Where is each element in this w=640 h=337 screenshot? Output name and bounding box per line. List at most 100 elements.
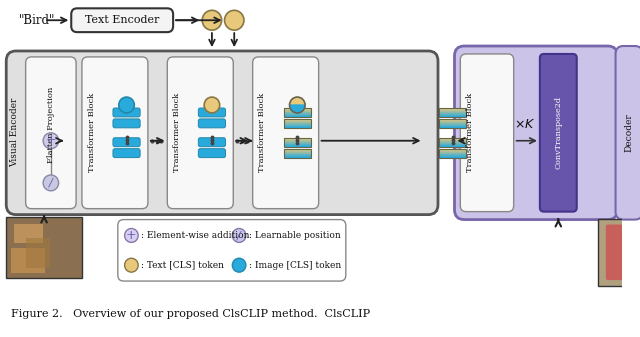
Bar: [284, 146, 311, 147]
Bar: [11, 248, 45, 273]
Bar: [284, 119, 311, 128]
Circle shape: [225, 10, 244, 30]
Bar: [439, 121, 466, 122]
Bar: [284, 140, 311, 141]
FancyBboxPatch shape: [460, 54, 514, 212]
Bar: [284, 124, 311, 125]
FancyBboxPatch shape: [118, 220, 346, 281]
Bar: [284, 109, 311, 110]
Bar: [439, 119, 466, 128]
Bar: [284, 127, 311, 128]
FancyBboxPatch shape: [198, 138, 225, 147]
Bar: [284, 143, 311, 144]
Bar: [439, 144, 466, 145]
Bar: [284, 114, 311, 115]
Bar: [284, 122, 311, 123]
Circle shape: [232, 258, 246, 272]
Bar: [439, 149, 466, 150]
Bar: [284, 150, 311, 151]
Bar: [284, 149, 311, 158]
FancyBboxPatch shape: [113, 149, 140, 158]
Bar: [439, 116, 466, 117]
Text: ConvTranspose2d: ConvTranspose2d: [554, 96, 563, 169]
FancyBboxPatch shape: [26, 57, 76, 209]
Text: Visual Encoder: Visual Encoder: [10, 98, 19, 167]
FancyBboxPatch shape: [6, 51, 438, 215]
FancyBboxPatch shape: [113, 119, 140, 128]
Bar: [284, 144, 311, 145]
Bar: [439, 123, 466, 124]
Text: Transformer Block: Transformer Block: [173, 93, 181, 173]
FancyBboxPatch shape: [113, 108, 140, 117]
Text: +: +: [126, 229, 137, 242]
Bar: [6, 217, 82, 278]
Bar: [284, 156, 311, 157]
Bar: [439, 125, 466, 126]
FancyBboxPatch shape: [198, 119, 225, 128]
Bar: [439, 151, 466, 152]
Bar: [284, 112, 311, 113]
Bar: [284, 138, 311, 139]
Polygon shape: [289, 105, 305, 113]
Text: : Image [CLS] token: : Image [CLS] token: [249, 261, 341, 270]
Bar: [439, 149, 466, 158]
Bar: [439, 113, 466, 114]
Bar: [284, 142, 311, 143]
FancyBboxPatch shape: [454, 46, 618, 220]
Text: : Text [CLS] token: : Text [CLS] token: [141, 261, 224, 270]
Text: +: +: [45, 134, 56, 147]
Bar: [439, 138, 466, 147]
Bar: [439, 109, 466, 110]
Text: Text Encoder: Text Encoder: [85, 15, 159, 25]
FancyBboxPatch shape: [253, 57, 319, 209]
Bar: [284, 157, 311, 158]
Bar: [439, 146, 466, 147]
Text: Decoder: Decoder: [625, 114, 634, 152]
Circle shape: [125, 228, 138, 242]
Bar: [439, 155, 466, 156]
Text: : Element-wise addition: : Element-wise addition: [141, 231, 250, 240]
Bar: [439, 153, 466, 154]
Bar: [284, 123, 311, 124]
Bar: [439, 120, 466, 121]
FancyBboxPatch shape: [113, 138, 140, 147]
FancyBboxPatch shape: [606, 224, 640, 280]
FancyBboxPatch shape: [198, 149, 225, 158]
Bar: [439, 140, 466, 141]
Bar: [439, 112, 466, 113]
Text: : Learnable position: : Learnable position: [249, 231, 340, 240]
FancyBboxPatch shape: [198, 108, 225, 117]
Bar: [284, 139, 311, 140]
Bar: [439, 157, 466, 158]
Bar: [284, 154, 311, 155]
Text: $\times K$: $\times K$: [513, 118, 535, 131]
Bar: [284, 126, 311, 127]
Bar: [284, 121, 311, 122]
Text: /: /: [237, 231, 241, 240]
Bar: [284, 119, 311, 120]
Circle shape: [43, 175, 59, 191]
Bar: [439, 111, 466, 112]
Bar: [439, 142, 466, 143]
Bar: [439, 108, 466, 109]
Text: Figure 2.   Overview of our proposed ClsCLIP method.  ClsCLIP: Figure 2. Overview of our proposed ClsCL…: [11, 309, 370, 319]
Bar: [284, 155, 311, 156]
Bar: [439, 154, 466, 155]
Bar: [284, 145, 311, 146]
Circle shape: [125, 258, 138, 272]
Bar: [439, 150, 466, 151]
Polygon shape: [289, 97, 305, 105]
Text: Transformer Block: Transformer Block: [259, 93, 266, 173]
FancyBboxPatch shape: [167, 57, 233, 209]
FancyBboxPatch shape: [71, 8, 173, 32]
Bar: [284, 116, 311, 117]
Bar: [439, 138, 466, 139]
Bar: [439, 114, 466, 115]
Text: "Bird": "Bird": [19, 14, 55, 27]
Bar: [439, 141, 466, 142]
Circle shape: [204, 97, 220, 113]
Text: Flatten Projection: Flatten Projection: [47, 87, 55, 163]
Circle shape: [119, 97, 134, 113]
Bar: [439, 152, 466, 153]
Bar: [284, 115, 311, 116]
